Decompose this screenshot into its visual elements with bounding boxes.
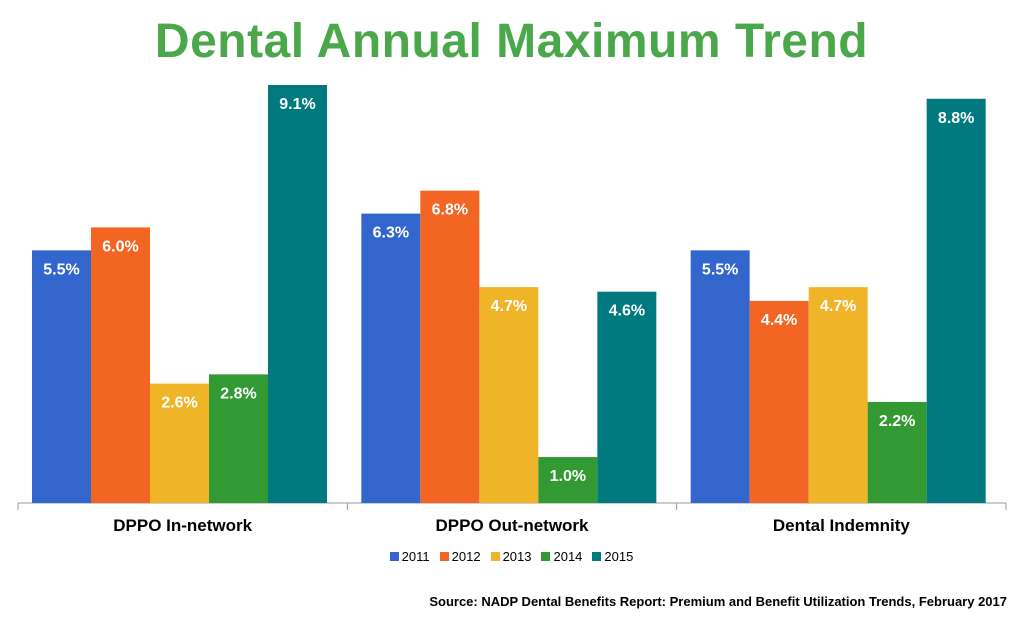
bar-value-label: 4.7%	[491, 298, 527, 315]
legend-item-2014: 2014	[541, 549, 582, 564]
chart-legend: 2011 2012 2013 2014 2015	[0, 549, 1023, 564]
bar-2012-1	[420, 190, 480, 503]
legend-swatch	[439, 552, 449, 561]
source-note: Source: NADP Dental Benefits Report: Pre…	[429, 594, 1007, 609]
legend-label: 2011	[401, 549, 430, 564]
bar-value-label: 2.8%	[220, 385, 256, 402]
legend-label: 2015	[604, 549, 634, 564]
bar-value-label: 8.8%	[938, 110, 974, 127]
category-label: DPPO Out-network	[435, 516, 589, 535]
bar-2013-0	[150, 383, 209, 503]
bar-2012-0	[91, 227, 150, 503]
legend-label: 2012	[451, 549, 481, 564]
bar-value-label: 4.4%	[761, 312, 797, 329]
bar-2011-0	[32, 250, 91, 503]
bar-2015-0	[268, 85, 327, 503]
bar-value-label: 4.7%	[820, 298, 856, 315]
bar-2013-1	[479, 287, 539, 503]
legend-label: 2014	[553, 549, 583, 564]
bar-value-label: 2.6%	[161, 395, 197, 412]
bar-2015-2	[926, 98, 986, 504]
bar-value-label: 4.6%	[609, 303, 645, 320]
legend-item-2012: 2012	[439, 549, 481, 564]
legend-swatch	[490, 552, 500, 561]
bar-value-label: 5.5%	[702, 261, 738, 278]
bar-value-label: 1.0%	[550, 468, 586, 485]
bar-2014-1	[538, 457, 598, 503]
bar-2012-2	[749, 300, 809, 503]
bar-value-label: 6.0%	[102, 238, 138, 255]
bar-2015-1	[597, 291, 657, 503]
legend-label: 2013	[502, 549, 532, 564]
bar-2014-2	[867, 401, 927, 503]
legend-swatch	[389, 552, 399, 561]
bar-2013-2	[808, 287, 868, 503]
bar-2011-1	[361, 213, 421, 503]
category-label: DPPO In-network	[113, 516, 252, 535]
bar-value-label: 6.3%	[373, 225, 409, 242]
legend-swatch	[592, 552, 602, 561]
bar-2011-2	[690, 250, 750, 503]
legend-item-2011: 2011	[389, 549, 430, 564]
legend-item-2015: 2015	[592, 549, 633, 564]
bar-value-label: 5.5%	[43, 261, 79, 278]
category-label: Dental Indemnity	[773, 516, 911, 535]
legend-item-2013: 2013	[490, 549, 532, 564]
legend-swatch	[541, 552, 551, 561]
bar-value-label: 9.1%	[279, 96, 315, 113]
bar-value-label: 2.2%	[879, 413, 915, 430]
chart-title: Dental Annual Maximum Trend	[154, 15, 869, 68]
bar-value-label: 6.8%	[432, 202, 468, 219]
bar-2014-0	[209, 374, 268, 503]
